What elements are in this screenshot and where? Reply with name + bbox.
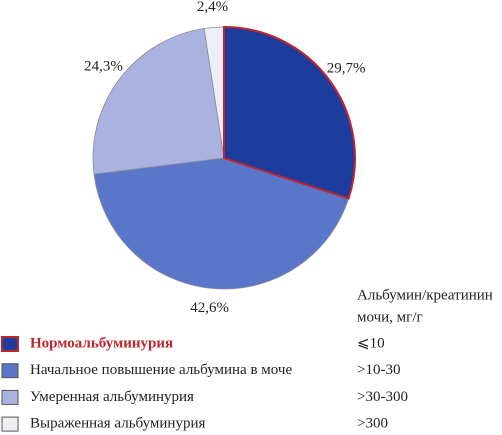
pie-slice [92, 28, 225, 175]
legend-title: Альбумин/креатинин [357, 287, 493, 303]
legend-title: мочи, мг/г [357, 309, 423, 325]
legend-label: Выраженная альбуминурия [30, 416, 205, 432]
pie-slice [223, 25, 356, 200]
legend-range: >300 [357, 416, 388, 432]
legend-range: >30-300 [357, 389, 408, 405]
slice-label: 24,3% [84, 58, 123, 74]
legend-label: Умеренная альбуминурия [30, 389, 194, 405]
legend-label: Начальное повышение альбумина в моче [30, 362, 292, 378]
legend-range: ⩽10 [357, 335, 385, 351]
pie-slice [93, 157, 350, 290]
legend-swatch [1, 389, 19, 405]
legend-swatch [1, 336, 19, 352]
legend-label: Нормоальбуминурия [30, 335, 173, 351]
legend-swatch [1, 363, 19, 379]
slice-label: 42,6% [190, 300, 229, 316]
legend-range: >10-30 [357, 362, 400, 378]
legend-swatch [1, 416, 19, 432]
slice-label: 29,7% [327, 61, 366, 77]
slice-label: 2,4% [197, 0, 228, 15]
